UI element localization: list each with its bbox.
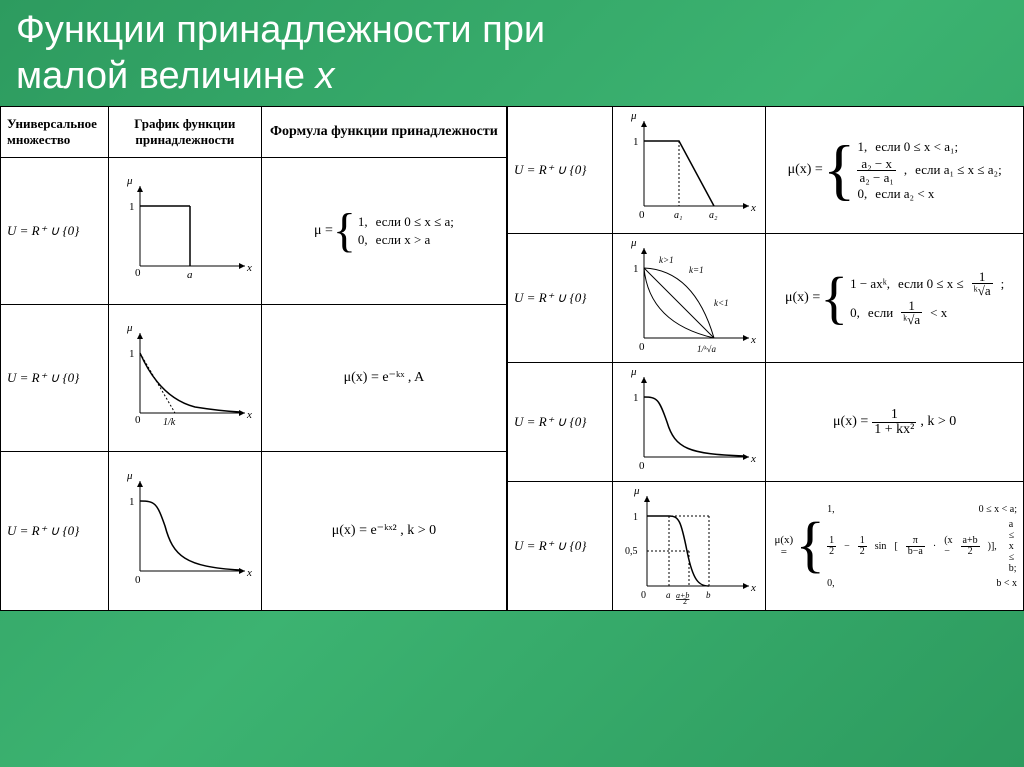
graph-step: μ x 1 0 a <box>115 176 255 286</box>
table-right: U = R⁺ ∪ {0} μ x 1 0 a₁ a₂ μ(x) = { 1,ес… <box>507 106 1024 611</box>
col-header-graph: График функции принадлежности <box>108 107 261 158</box>
table-row: U = R⁺ ∪ {0} μ x 1 0 1/k μ(x) = e⁻ᵏˣ , A <box>1 304 507 451</box>
table-header-row: Универсальное множество График функции п… <box>1 107 507 158</box>
svg-text:1: 1 <box>633 512 638 523</box>
formula-plain: μ(x) = e⁻ᵏˣ² , k > 0 <box>268 522 500 539</box>
svg-text:x: x <box>750 453 756 465</box>
graph-cell: μ x 1 0 <box>613 363 766 482</box>
formula-cell: μ(x) = e⁻ᵏˣ² , k > 0 <box>261 451 506 610</box>
table-row: U = R⁺ ∪ {0} μ x 1 0 a μ = { 1,если 0 ≤ … <box>1 157 507 304</box>
graph-cell: μ x 1 0 1/k <box>108 304 261 451</box>
svg-text:2: 2 <box>683 597 687 606</box>
slide-title: Функции принадлежности при малой величин… <box>0 0 1024 111</box>
svg-text:μ: μ <box>630 111 637 122</box>
graph-cell: μ x 1 0 a₁ a₂ <box>613 107 766 234</box>
formula-pre: μ(x) = <box>788 162 823 178</box>
table-left: Универсальное множество График функции п… <box>0 106 507 611</box>
graph-sigmoid: μ x 1 0 <box>115 471 255 591</box>
formula-cell: μ(x) = { 1 − axᵏ, если 0 ≤ x ≤ 1ᵏ√a ; 0,… <box>766 234 1024 363</box>
title-line2: малой величине <box>16 55 316 97</box>
svg-text:1: 1 <box>129 201 135 213</box>
svg-text:μ: μ <box>630 367 637 378</box>
graph-kcurves: μ x k>1 k=1 k<1 1 0 1/ᵏ√a <box>619 238 759 358</box>
svg-text:μ: μ <box>126 176 133 187</box>
graph-sincut: μ x 1 0,5 0 a a+b 2 b <box>619 486 759 606</box>
svg-text:0: 0 <box>639 460 645 472</box>
set-expr: U = R⁺ ∪ {0} <box>514 162 586 177</box>
svg-text:1/k: 1/k <box>163 417 176 428</box>
set-expr: U = R⁺ ∪ {0} <box>7 523 79 538</box>
svg-text:0: 0 <box>135 414 141 426</box>
formula-pre: μ(x) = <box>772 534 795 558</box>
svg-text:1: 1 <box>633 136 639 148</box>
svg-text:1: 1 <box>129 348 135 360</box>
table-row: U = R⁺ ∪ {0} μ x k>1 k=1 k<1 1 0 1/ᵏ√a μ… <box>508 234 1024 363</box>
formula-cell: μ(x) = e⁻ᵏˣ , A <box>261 304 506 451</box>
svg-text:x: x <box>246 567 252 579</box>
set-expr: U = R⁺ ∪ {0} <box>514 290 586 305</box>
formula-cell: μ = { 1,если 0 ≤ x ≤ a; 0,если x > a <box>261 157 506 304</box>
formula-cell: μ(x) = { 1,0 ≤ x < a; 12 − 12 sin [ πb−a… <box>766 482 1024 611</box>
graph-cell: μ x k>1 k=1 k<1 1 0 1/ᵏ√a <box>613 234 766 363</box>
svg-text:1/ᵏ√a: 1/ᵏ√a <box>697 344 716 354</box>
set-expr: U = R⁺ ∪ {0} <box>7 370 79 385</box>
svg-text:a₁: a₁ <box>674 210 682 221</box>
formula-post: , k > 0 <box>920 414 956 430</box>
svg-text:1: 1 <box>633 263 639 275</box>
formula-pre: μ(x) = <box>833 414 868 430</box>
svg-text:b: b <box>706 590 711 600</box>
formula-plain: μ(x) = e⁻ᵏˣ , A <box>268 369 500 386</box>
graph-cell: μ x 1 0,5 0 a a+b 2 b <box>613 482 766 611</box>
formula-pre: μ = <box>314 223 333 239</box>
table-row: U = R⁺ ∪ {0} μ x 1 0 μ(x) = e⁻ᵏˣ² , k > … <box>1 451 507 610</box>
tables-container: Универсальное множество График функции п… <box>0 106 1024 611</box>
graph-exp: μ x 1 0 1/k <box>115 323 255 433</box>
svg-text:k<1: k<1 <box>714 298 729 308</box>
svg-text:a: a <box>666 590 671 600</box>
svg-text:μ: μ <box>633 486 640 497</box>
col-header-formula: Формула функции принадлежности <box>261 107 506 158</box>
set-expr: U = R⁺ ∪ {0} <box>514 414 586 429</box>
svg-text:0: 0 <box>135 267 141 279</box>
title-line1: Функции принадлежности при <box>16 9 545 51</box>
svg-text:k=1: k=1 <box>689 265 704 275</box>
table-row: U = R⁺ ∪ {0} μ x 1 0 a₁ a₂ μ(x) = { 1,ес… <box>508 107 1024 234</box>
graph-cell: μ x 1 0 a <box>108 157 261 304</box>
svg-text:μ: μ <box>630 238 637 249</box>
svg-text:x: x <box>750 202 756 214</box>
svg-text:1: 1 <box>633 392 639 404</box>
svg-text:a₂: a₂ <box>709 210 718 221</box>
svg-text:0: 0 <box>135 574 141 586</box>
graph-trapezoid: μ x 1 0 a₁ a₂ <box>619 111 759 229</box>
svg-text:0,5: 0,5 <box>625 546 638 557</box>
svg-text:0: 0 <box>639 209 645 221</box>
svg-text:x: x <box>246 409 252 421</box>
title-var: x <box>316 55 335 97</box>
formula-cell: μ(x) = 11 + kx² , k > 0 <box>766 363 1024 482</box>
formula-cell: μ(x) = { 1,если 0 ≤ x < a₁; a₂ − xa₂ − a… <box>766 107 1024 234</box>
svg-text:μ: μ <box>126 471 133 482</box>
set-expr: U = R⁺ ∪ {0} <box>514 538 586 553</box>
svg-text:a: a <box>187 269 193 281</box>
table-row: U = R⁺ ∪ {0} μ x 1 0 μ(x) = 11 + kx² , k… <box>508 363 1024 482</box>
table-row: U = R⁺ ∪ {0} μ x 1 0,5 0 a a+b 2 b <box>508 482 1024 611</box>
svg-text:0: 0 <box>639 341 645 353</box>
svg-text:1: 1 <box>129 496 135 508</box>
col-header-set: Универсальное множество <box>1 107 109 158</box>
set-expr: U = R⁺ ∪ {0} <box>7 223 79 238</box>
formula-pre: μ(x) = <box>785 290 820 306</box>
svg-text:μ: μ <box>126 323 133 334</box>
graph-sigmoid2: μ x 1 0 <box>619 367 759 477</box>
graph-cell: μ x 1 0 <box>108 451 261 610</box>
svg-text:x: x <box>750 334 756 346</box>
svg-text:k>1: k>1 <box>659 255 674 265</box>
svg-text:0: 0 <box>641 590 646 601</box>
svg-text:x: x <box>246 262 252 274</box>
svg-text:x: x <box>750 582 756 594</box>
